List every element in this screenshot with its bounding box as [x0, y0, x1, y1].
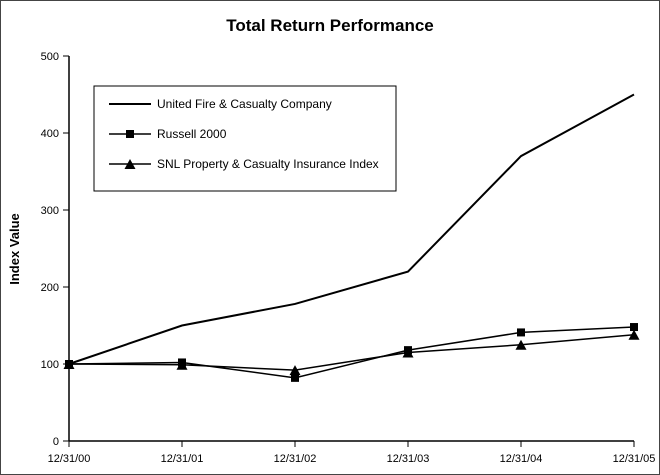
legend: United Fire & Casualty Company Russell 2… [93, 85, 397, 192]
y-axis-ticks: 0 100 200 300 400 500 [41, 51, 69, 448]
square-marker-icon [630, 323, 638, 332]
x-tick-label: 12/31/05 [613, 453, 656, 465]
triangle-marker-icon [402, 347, 414, 358]
legend-entry-united-fire: United Fire & Casualty Company [109, 97, 332, 111]
legend-entry-russell-2000: Russell 2000 [109, 127, 227, 141]
x-tick-label: 12/31/01 [161, 453, 204, 465]
triangle-marker-icon [628, 329, 640, 340]
series-line-1 [68, 326, 635, 379]
y-tick-label: 500 [41, 51, 59, 63]
square-marker-icon [291, 373, 299, 382]
square-marker-icon [517, 328, 525, 337]
triangle-marker-icon [289, 365, 301, 376]
y-axis-title: Index Value [7, 213, 22, 285]
square-marker-icon [126, 130, 134, 138]
series-line-2 [68, 333, 635, 371]
triangle-marker-icon [124, 159, 136, 169]
series-line-0 [68, 93, 635, 365]
x-tick-label: 12/31/04 [500, 453, 543, 465]
chart-title: Total Return Performance [226, 16, 434, 35]
x-axis-ticks: 12/31/00 12/31/01 12/31/02 12/31/03 12/31/04… [48, 441, 656, 465]
legend-label-snl-index: SNL Property & Casualty Insurance Index [157, 157, 379, 171]
legend-label-russell-2000: Russell 2000 [157, 127, 227, 141]
y-tick-label: 200 [41, 282, 59, 294]
x-tick-label: 12/31/03 [387, 453, 430, 465]
triangle-marker-icon [63, 359, 75, 369]
legend-label-united-fire: United Fire & Casualty Company [157, 97, 332, 111]
x-tick-label: 12/31/02 [274, 453, 317, 465]
series-lines [63, 93, 640, 382]
triangle-marker-icon [176, 359, 188, 370]
y-tick-label: 100 [41, 359, 59, 371]
x-tick-label: 12/31/00 [48, 453, 91, 465]
triangle-marker-icon [515, 339, 527, 350]
legend-entry-snl-index: SNL Property & Casualty Insurance Index [109, 157, 379, 171]
y-tick-label: 400 [41, 128, 59, 140]
y-tick-label: 0 [53, 436, 59, 448]
y-tick-label: 300 [41, 205, 59, 217]
